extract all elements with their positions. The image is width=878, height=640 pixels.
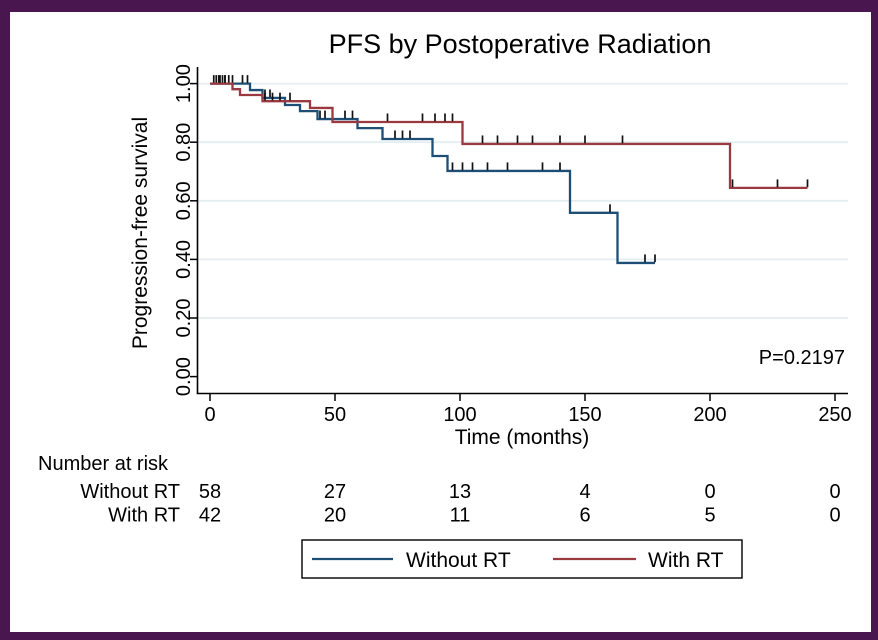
y-tick-label: 0.60 xyxy=(173,181,195,220)
risk-count: 6 xyxy=(579,505,590,527)
risk-table-header: Number at risk xyxy=(38,453,169,475)
legend: Without RT With RT xyxy=(301,539,743,579)
risk-count: 4 xyxy=(579,481,590,503)
legend-label-without-rt: Without RT xyxy=(406,549,511,572)
y-tick-label: 0.80 xyxy=(173,123,195,162)
risk-count: 58 xyxy=(199,481,221,503)
gridlines xyxy=(197,82,848,319)
risk-count: 0 xyxy=(704,481,715,503)
x-tick-label: 50 xyxy=(324,404,346,426)
p-value-annotation: P=0.2197 xyxy=(759,347,845,369)
survival-curves xyxy=(210,75,809,265)
x-tick-label: 0 xyxy=(204,404,215,426)
risk-count: 0 xyxy=(829,505,840,527)
risk-count: 5 xyxy=(704,505,715,527)
survival-curve-without-rt xyxy=(210,82,655,265)
x-axis-title: Time (months) xyxy=(455,426,590,449)
risk-count: 27 xyxy=(324,481,346,503)
y-tick-label: 0.20 xyxy=(173,299,195,338)
x-tick-label: 250 xyxy=(818,404,851,426)
y-tick-label: 1.00 xyxy=(173,64,195,103)
chart-title: PFS by Postoperative Radiation xyxy=(329,29,712,59)
risk-count: 20 xyxy=(324,505,346,527)
axes: 0.00 0.20 0.40 0.60 0.80 1.00 0 50 100 150 200 250 xyxy=(173,64,852,426)
risk-count: 0 xyxy=(829,481,840,503)
y-tick-label: 0.40 xyxy=(173,240,195,279)
risk-count: 13 xyxy=(449,481,471,503)
x-tick-label: 200 xyxy=(693,404,726,426)
x-tick-label: 150 xyxy=(568,404,601,426)
risk-row-label-without-rt: Without RT xyxy=(80,481,180,503)
y-tick-label: 0.00 xyxy=(173,357,195,396)
y-axis-title: Progression-free survival xyxy=(129,117,152,349)
risk-row-label-with-rt: With RT xyxy=(108,505,180,527)
survival-curve-with-rt xyxy=(210,82,808,190)
legend-label-with-rt: With RT xyxy=(648,549,724,572)
risk-count: 11 xyxy=(450,505,471,527)
risk-table-counts: 58 27 13 4 0 042 20 11 6 5 0 xyxy=(199,481,841,527)
risk-count: 42 xyxy=(199,505,221,527)
x-tick-label: 100 xyxy=(443,404,476,426)
km-chart: PFS by Postoperative Radiation 0.000.200… xyxy=(38,29,852,579)
